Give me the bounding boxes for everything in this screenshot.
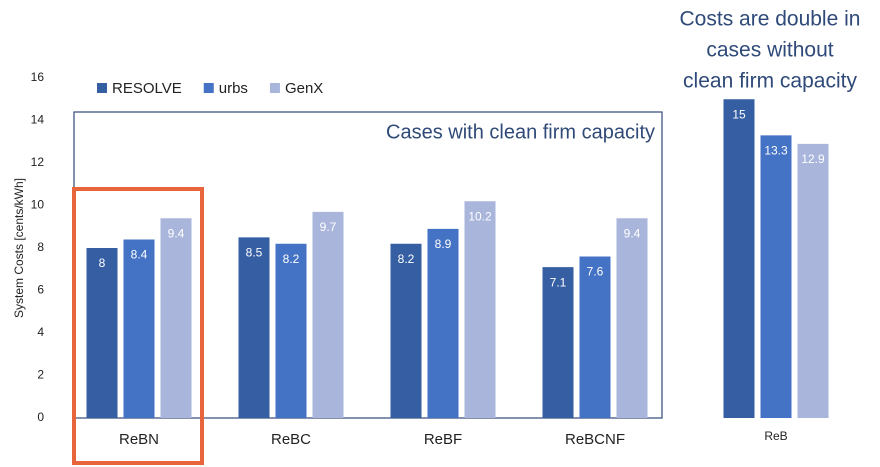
data-label: 8 — [99, 256, 106, 270]
data-label: 9.7 — [320, 220, 337, 234]
annotation: Cases with clean firm capacity — [386, 121, 655, 143]
data-label: 13.3 — [764, 144, 788, 158]
x-tick-label: ReBN — [119, 431, 159, 448]
bar — [390, 243, 422, 418]
data-label: 8.2 — [283, 252, 300, 266]
title-line: Costs are double in — [680, 8, 861, 31]
data-label: 8.2 — [398, 252, 415, 266]
legend-swatch — [97, 83, 107, 93]
data-label: 7.6 — [587, 265, 604, 279]
bar — [616, 218, 648, 418]
legend-swatch — [203, 83, 214, 93]
x-tick-label: ReBC — [271, 431, 311, 448]
data-label: 9.4 — [624, 226, 641, 240]
y-axis-label: System Costs [cents/kWh] — [12, 178, 26, 318]
y-tick-label: 2 — [37, 368, 44, 382]
bar — [86, 248, 118, 418]
bar — [123, 239, 155, 418]
bar — [542, 267, 574, 418]
x-tick-label: ReBF — [424, 431, 462, 448]
data-label: 8.5 — [246, 246, 263, 260]
legend-swatch — [269, 83, 280, 93]
y-tick-label: 4 — [37, 325, 44, 339]
data-label: 8.4 — [131, 248, 148, 262]
y-tick-label: 12 — [31, 155, 45, 169]
bar — [579, 256, 611, 418]
legend-label: RESOLVE — [112, 80, 182, 97]
data-label: 9.4 — [168, 226, 185, 240]
y-tick-label: 10 — [31, 198, 45, 212]
bar — [427, 228, 459, 418]
x-tick-label: ReB — [764, 429, 787, 443]
y-tick-label: 6 — [37, 283, 44, 297]
y-tick-label: 0 — [37, 410, 44, 424]
legend-label: urbs — [219, 80, 248, 97]
legend-label: GenX — [285, 80, 323, 97]
bar — [275, 243, 307, 418]
data-label: 15 — [732, 107, 746, 121]
data-label: 12.9 — [801, 152, 825, 166]
data-label: 8.9 — [435, 237, 452, 251]
title-line: clean firm capacity — [683, 70, 857, 93]
y-tick-label: 14 — [31, 113, 45, 127]
bar — [238, 237, 270, 418]
bar — [760, 135, 792, 418]
x-tick-label: ReBCNF — [565, 431, 625, 448]
bar — [312, 211, 344, 418]
highlight-box — [72, 187, 204, 465]
y-tick-label: 16 — [31, 70, 45, 84]
bar — [723, 99, 755, 418]
bar — [797, 143, 829, 418]
bar — [464, 201, 496, 418]
y-tick-label: 8 — [37, 240, 44, 254]
title-line: cases without — [706, 39, 833, 62]
data-label: 10.2 — [468, 209, 492, 223]
data-label: 7.1 — [550, 275, 567, 289]
bar — [160, 218, 192, 418]
